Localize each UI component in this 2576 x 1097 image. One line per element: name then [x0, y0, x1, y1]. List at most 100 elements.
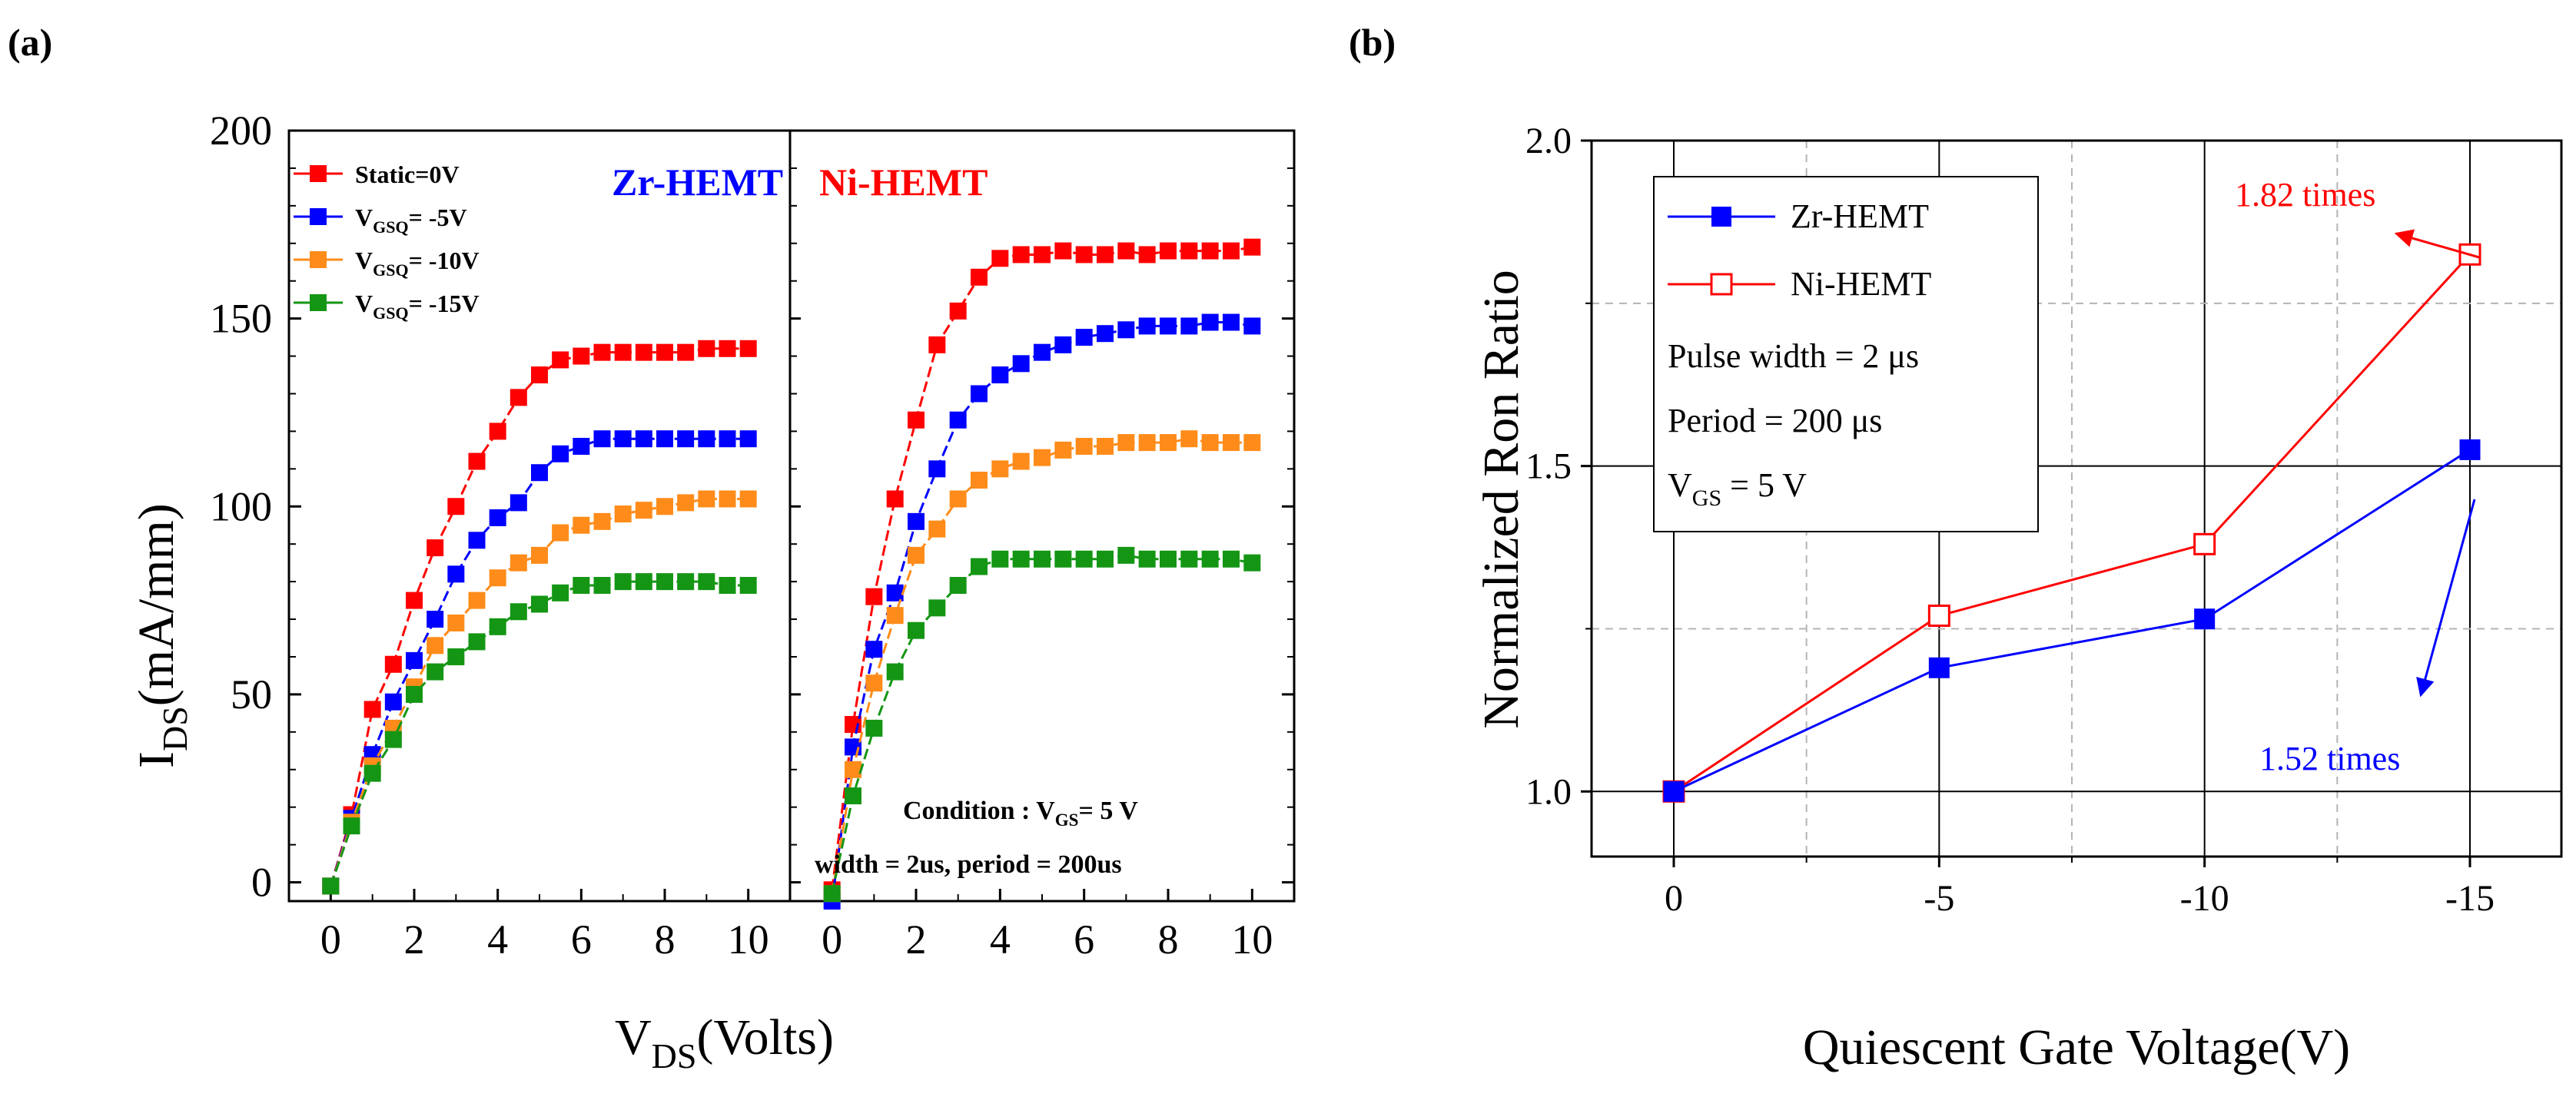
- zr-x-tick-label: 0: [320, 916, 341, 963]
- ni-point-v-gsq-15v: [949, 577, 967, 595]
- ni-point-static-0v: [928, 336, 946, 353]
- legend-label-vgsq-15-main: V: [355, 290, 373, 317]
- zr-series-group: [322, 340, 757, 895]
- svg-text:VGSQ= -5V: VGSQ= -5V: [355, 204, 467, 237]
- panel-a-xlabel-main: V: [615, 1009, 652, 1066]
- ni-point-static-0v: [1223, 242, 1240, 260]
- panel-b-y-tick-label: 1.5: [1525, 446, 1572, 487]
- zr-point-v-gsq-5v: [406, 651, 423, 669]
- zr-point-v-gsq-10v: [468, 592, 486, 609]
- legend-label-ni-hemt: Ni-HEMT: [1791, 265, 1931, 303]
- zr-point-v-gsq-10v: [447, 614, 465, 631]
- ni-point-v-gsq-10v: [908, 546, 925, 564]
- ni-condition-tail: = 5 V: [1078, 797, 1138, 825]
- zr-point-static-0v: [614, 343, 632, 361]
- ni-point-v-gsq-10v: [1160, 434, 1177, 452]
- ni-point-v-gsq-10v: [949, 490, 967, 508]
- zr-point-static-0v: [427, 539, 444, 557]
- zr-y-tick-label: 150: [210, 296, 272, 342]
- zr-x-tick-label: 10: [728, 916, 769, 963]
- zr-point-static-0v: [489, 423, 506, 440]
- zr-point-v-gsq-10v: [427, 637, 444, 655]
- ni-point-v-gsq-5v: [1160, 317, 1177, 335]
- panel-b-point-zr-hemt: [1663, 780, 1685, 802]
- ni-point-v-gsq-5v: [908, 512, 925, 530]
- ni-point-v-gsq-15v: [1117, 546, 1135, 564]
- zr-point-static-0v: [468, 452, 486, 470]
- ni-point-v-gsq-10v: [1223, 434, 1240, 452]
- ni-point-v-gsq-5v: [1034, 343, 1051, 361]
- panel-a-legend: Static=0V VGSQ= -5V VGSQ= -10V VGSQ= -15…: [294, 161, 480, 323]
- zr-point-v-gsq-5v: [468, 532, 486, 549]
- ni-point-v-gsq-10v: [1180, 430, 1198, 448]
- ni-point-v-gsq-5v: [1138, 317, 1156, 335]
- ni-x-tick-label: 4: [990, 916, 1011, 963]
- ni-point-v-gsq-5v: [971, 385, 988, 403]
- ni-point-v-gsq-10v: [1201, 434, 1219, 452]
- ni-point-v-gsq-5v: [1075, 329, 1093, 346]
- legend-item-vgsq-10: VGSQ= -10V: [294, 247, 480, 280]
- ni-point-v-gsq-5v: [928, 460, 946, 478]
- panel-b-x-tick-label: -15: [2445, 878, 2495, 919]
- zr-point-v-gsq-10v: [677, 494, 695, 512]
- ni-point-v-gsq-10v: [886, 607, 904, 625]
- panel-b-legend-box: [1653, 176, 2039, 532]
- zr-point-v-gsq-10v: [656, 498, 673, 515]
- zr-point-v-gsq-10v: [739, 490, 757, 508]
- ni-point-v-gsq-15v: [991, 550, 1009, 568]
- ni-x-tick-label: 2: [906, 916, 927, 963]
- ni-point-v-gsq-5v: [1180, 317, 1198, 335]
- ni-point-v-gsq-5v: [1097, 325, 1114, 343]
- panel-b-line-zr-hemt: [1673, 449, 2471, 793]
- zr-point-v-gsq-5v: [427, 611, 444, 628]
- zr-point-v-gsq-15v: [635, 573, 652, 591]
- zr-point-static-0v: [552, 351, 569, 369]
- zr-point-static-0v: [406, 592, 423, 609]
- zr-point-v-gsq-10v: [719, 490, 736, 508]
- zr-point-v-gsq-15v: [363, 764, 381, 782]
- ni-point-v-gsq-5v: [1012, 355, 1030, 373]
- ni-x-tick-label: 10: [1231, 916, 1273, 963]
- ni-point-v-gsq-15v: [971, 558, 988, 575]
- panel-b: 1.0 1.5 2.0 0 -5 -10 -15 Zr-HEMT Ni-HEMT Pulse…: [1473, 121, 2563, 1075]
- legend-vgs-main: V: [1668, 466, 1692, 504]
- legend-vgs: VGS = 5 V: [1668, 466, 1807, 511]
- ni-point-v-gsq-15v: [865, 719, 883, 737]
- zr-x-tick-label: 8: [655, 916, 676, 963]
- ni-point-static-0v: [1054, 242, 1072, 260]
- ni-point-v-gsq-5v: [865, 641, 883, 658]
- zr-point-static-0v: [573, 347, 590, 365]
- zr-point-v-gsq-15v: [656, 573, 673, 591]
- legend-label-vgsq-10-tail: = -10V: [409, 247, 480, 274]
- zr-point-static-0v: [510, 389, 527, 406]
- zr-point-v-gsq-10v: [635, 502, 652, 519]
- ni-subplot-title: Ni-HEMT: [819, 161, 988, 204]
- ni-point-v-gsq-10v: [1243, 434, 1261, 452]
- zr-y-tick-label: 100: [210, 483, 272, 529]
- ni-point-v-gsq-5v: [1054, 336, 1072, 353]
- zr-point-v-gsq-10v: [614, 505, 632, 523]
- ni-point-static-0v: [865, 588, 883, 605]
- panel-b-x-tick-label: -5: [1924, 878, 1954, 919]
- ni-point-static-0v: [991, 250, 1009, 267]
- zr-point-v-gsq-5v: [510, 494, 527, 512]
- ni-point-static-0v: [1160, 242, 1177, 260]
- ni-point-v-gsq-10v: [1117, 434, 1135, 452]
- zr-point-v-gsq-5v: [614, 430, 632, 448]
- panel-b-x-tick-label: 0: [1665, 878, 1683, 919]
- ni-point-v-gsq-15v: [1054, 550, 1072, 568]
- ni-series-v-gsq-5v: [823, 313, 1261, 910]
- ni-condition-line1: Condition : VGS= 5 V: [903, 797, 1138, 830]
- zr-point-v-gsq-10v: [489, 569, 506, 587]
- ni-point-v-gsq-15v: [1075, 550, 1093, 568]
- zr-x-tick-label: 4: [487, 916, 508, 963]
- panel-a-ylabel-main: I: [128, 751, 184, 768]
- zr-point-v-gsq-10v: [531, 546, 548, 564]
- ni-point-static-0v: [1243, 238, 1261, 256]
- ni-point-v-gsq-5v: [949, 411, 967, 429]
- ni-point-v-gsq-10v: [1075, 437, 1093, 455]
- zr-point-v-gsq-15v: [677, 573, 695, 591]
- panel-b-y-axis-label: Normalized Ron Ratio: [1473, 270, 1529, 729]
- legend-label-vgsq-15-tail: = -15V: [409, 290, 480, 317]
- legend-label-vgsq-15-sub: GSQ: [373, 303, 408, 323]
